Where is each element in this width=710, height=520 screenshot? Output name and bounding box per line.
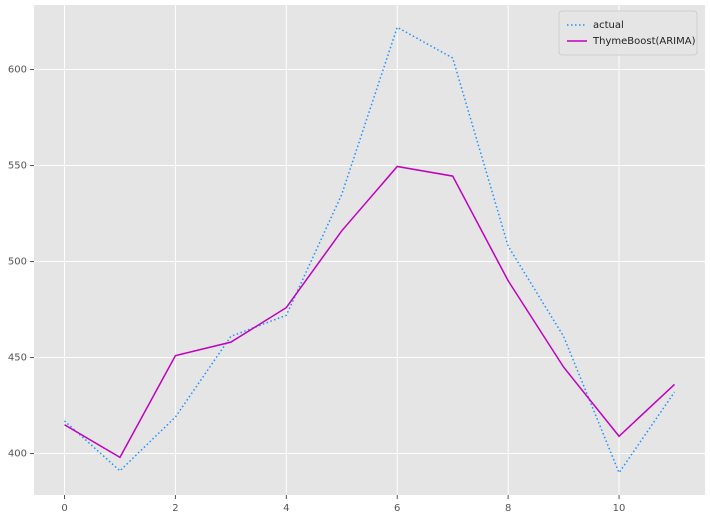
series-line [63, 26, 676, 475]
plot-area [34, 5, 705, 495]
x-tick-label: 2 [172, 503, 178, 514]
x-tick-label: 4 [283, 503, 289, 514]
x-tick-label: 6 [394, 503, 400, 514]
x-tick-label: 0 [61, 503, 67, 514]
series-line [64, 165, 676, 459]
legend-box [558, 10, 698, 56]
x-tick-label: 8 [505, 503, 511, 514]
legend-label: ThymeBoost(ARIMA) [592, 36, 696, 47]
y-tick-label: 550 [8, 161, 27, 172]
y-tick-label: 600 [8, 65, 27, 76]
y-tick-label: 500 [8, 257, 27, 268]
x-tick-label: 10 [613, 503, 626, 514]
legend-label: actual [593, 20, 624, 31]
y-tick-label: 450 [8, 353, 27, 364]
y-tick-label: 400 [8, 449, 27, 460]
